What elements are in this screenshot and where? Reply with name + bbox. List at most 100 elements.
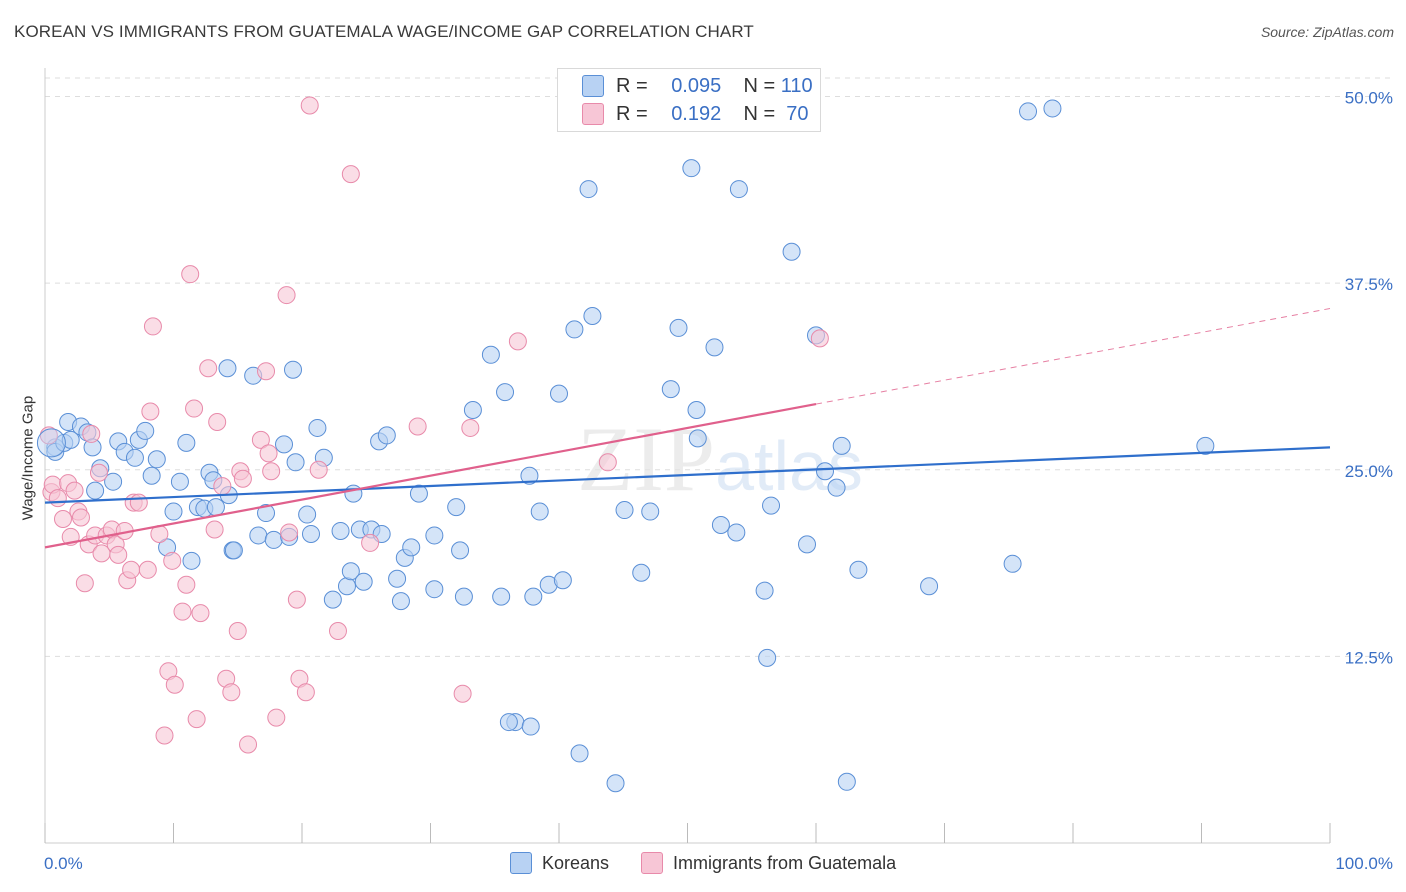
korean-point xyxy=(496,383,515,402)
guatemala-point xyxy=(141,402,160,421)
guatemala-point xyxy=(163,551,182,570)
korean-point xyxy=(583,306,602,325)
korean-point xyxy=(136,421,155,440)
korean-point xyxy=(249,526,268,545)
guatemala-point xyxy=(208,412,227,431)
korean-point xyxy=(832,436,851,455)
korean-point xyxy=(454,587,473,606)
korean-point xyxy=(425,580,444,599)
korean-point xyxy=(61,430,80,449)
korean-point xyxy=(615,501,634,520)
guatemala-swatch xyxy=(582,103,604,125)
guatemala-point xyxy=(233,469,252,488)
korean-point xyxy=(264,530,283,549)
korean-point xyxy=(1043,99,1062,118)
korean-point xyxy=(391,592,410,611)
korean-point xyxy=(177,433,196,452)
guatemala-point xyxy=(143,317,162,336)
korean-point xyxy=(402,538,421,557)
korean-point xyxy=(286,453,305,472)
guatemala-point xyxy=(408,417,427,436)
korean-point xyxy=(323,590,342,609)
guatemala-point xyxy=(109,545,128,564)
guatemala-point xyxy=(53,510,72,529)
n-label: N = xyxy=(743,102,776,125)
legend-row-koreans: R = 0.095 N = 110 xyxy=(582,74,813,98)
korean-point xyxy=(579,180,598,199)
legend-item-koreans[interactable]: Koreans xyxy=(510,852,609,874)
korean-point xyxy=(388,569,407,588)
guatemala-point xyxy=(205,520,224,539)
korean-point xyxy=(632,563,651,582)
y-tick-label: 12.5% xyxy=(1345,648,1393,667)
guatemala-point xyxy=(155,726,174,745)
n-value: 70 xyxy=(780,102,809,125)
korean-point xyxy=(520,466,539,485)
guatemala-point xyxy=(199,359,218,378)
guatemala-point xyxy=(239,735,258,754)
guatemala-point xyxy=(75,574,94,593)
y-tick-label: 25.0% xyxy=(1345,462,1393,481)
guatemala-trendline-extension xyxy=(815,308,1331,405)
guatemala-point xyxy=(122,560,141,579)
korean-point xyxy=(553,571,572,590)
guatemala-point xyxy=(138,560,157,579)
korean-point xyxy=(550,384,568,403)
korean-point xyxy=(755,581,774,600)
x-tick-label: 0.0% xyxy=(44,854,83,873)
korean-point xyxy=(687,401,706,420)
korean-point xyxy=(499,713,518,732)
guatemala-point xyxy=(361,533,380,552)
korean-point xyxy=(284,360,303,379)
korean-point xyxy=(798,535,817,554)
guatemala-point xyxy=(185,399,204,418)
korean-point xyxy=(86,481,105,500)
korean-point xyxy=(164,502,183,521)
guatemala-legend-swatch xyxy=(641,852,664,874)
guatemala-point xyxy=(341,165,360,184)
y-tick-label: 37.5% xyxy=(1345,275,1393,294)
y-tick-label: 50.0% xyxy=(1345,89,1393,108)
korean-point xyxy=(705,338,724,357)
korean-point xyxy=(688,429,707,448)
korean-point xyxy=(661,380,680,399)
korean-point xyxy=(344,484,363,503)
korean-point xyxy=(354,572,373,591)
guatemala-point xyxy=(280,523,299,542)
n-label: N = xyxy=(743,74,776,97)
guatemala-point xyxy=(277,286,296,305)
korean-point xyxy=(224,541,243,560)
guatemala-point xyxy=(251,430,270,449)
korean-point xyxy=(682,159,701,178)
guatemala-point xyxy=(257,362,276,381)
koreans-legend-label: Koreans xyxy=(542,852,610,873)
legend-item-guatemala[interactable]: Immigrants from Guatemala xyxy=(641,852,896,874)
guatemala-point xyxy=(165,675,184,694)
guatemala-point xyxy=(181,265,200,284)
korean-point xyxy=(641,502,660,521)
korean-point xyxy=(142,466,161,485)
guatemala-point xyxy=(177,575,196,594)
korean-point xyxy=(1196,436,1215,455)
korean-point xyxy=(125,448,144,467)
korean-point xyxy=(301,524,320,543)
korean-point xyxy=(492,587,511,606)
chart-title: KOREAN VS IMMIGRANTS FROM GUATEMALA WAGE… xyxy=(14,22,754,41)
guatemala-legend-label: Immigrants from Guatemala xyxy=(673,852,897,873)
korean-point xyxy=(463,401,482,420)
korean-point xyxy=(530,502,549,521)
guatemala-point xyxy=(82,424,101,443)
guatemala-point xyxy=(71,508,90,527)
guatemala-point xyxy=(287,590,306,609)
n-value: 110 xyxy=(780,74,813,97)
guatemala-point xyxy=(810,329,829,348)
korean-point xyxy=(425,526,444,545)
r-label: R = xyxy=(616,74,648,97)
guatemala-point xyxy=(228,621,247,640)
korean-point xyxy=(451,541,470,560)
korean-point xyxy=(727,523,746,542)
source-label: Source: ZipAtlas.com xyxy=(1260,24,1394,40)
korean-point xyxy=(729,180,748,199)
korean-point xyxy=(147,450,166,469)
